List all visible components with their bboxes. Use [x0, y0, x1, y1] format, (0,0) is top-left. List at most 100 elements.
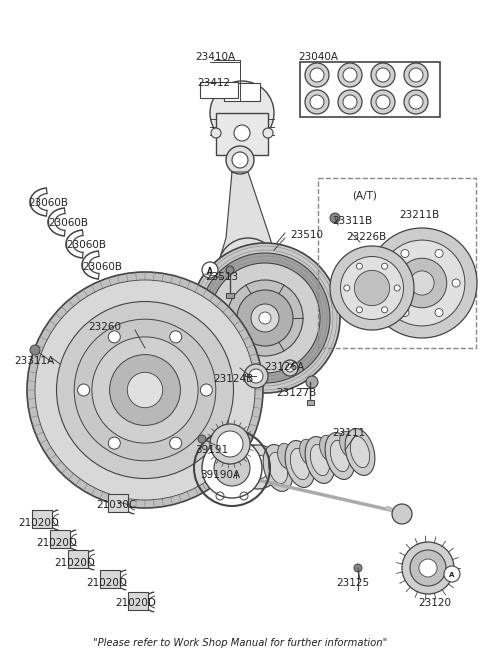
Text: A: A	[449, 572, 455, 578]
Circle shape	[232, 152, 248, 168]
Bar	[224, 83, 260, 101]
Text: 23510: 23510	[290, 230, 323, 240]
Circle shape	[401, 250, 409, 257]
Text: 21020D: 21020D	[115, 598, 156, 608]
Circle shape	[404, 90, 428, 114]
Text: 23211B: 23211B	[399, 210, 439, 220]
Circle shape	[202, 262, 218, 278]
Circle shape	[214, 450, 250, 486]
Circle shape	[379, 240, 465, 326]
Text: 23127B: 23127B	[276, 388, 316, 398]
Circle shape	[200, 253, 330, 383]
Text: 23060B: 23060B	[48, 218, 88, 228]
Text: 23125: 23125	[336, 578, 369, 588]
Circle shape	[226, 146, 254, 174]
Text: 39190A: 39190A	[200, 470, 240, 480]
Text: 23412: 23412	[197, 78, 230, 88]
Circle shape	[246, 455, 270, 479]
Circle shape	[435, 250, 443, 257]
Circle shape	[338, 90, 362, 114]
Ellipse shape	[330, 440, 349, 472]
Ellipse shape	[350, 436, 370, 468]
Circle shape	[401, 309, 409, 316]
Text: 23060B: 23060B	[82, 262, 122, 272]
Circle shape	[74, 319, 216, 461]
Circle shape	[234, 125, 250, 141]
Text: 21020D: 21020D	[86, 578, 127, 588]
Circle shape	[198, 435, 206, 443]
Text: 21030C: 21030C	[96, 500, 136, 510]
Circle shape	[210, 81, 274, 145]
Circle shape	[251, 304, 279, 332]
Circle shape	[190, 243, 340, 393]
Circle shape	[404, 63, 428, 87]
Circle shape	[305, 63, 329, 87]
Circle shape	[410, 271, 434, 295]
Circle shape	[344, 285, 350, 291]
Text: 23120: 23120	[418, 598, 451, 608]
Ellipse shape	[345, 428, 375, 476]
Circle shape	[338, 63, 362, 87]
Circle shape	[354, 564, 362, 572]
Bar	[108, 494, 128, 512]
Circle shape	[226, 266, 234, 274]
Circle shape	[249, 369, 263, 383]
Circle shape	[343, 95, 357, 109]
Text: 23124B: 23124B	[213, 374, 253, 384]
Circle shape	[108, 331, 120, 343]
Text: 21020D: 21020D	[18, 518, 59, 528]
Bar	[200, 82, 238, 98]
Text: 21020D: 21020D	[36, 538, 77, 548]
Circle shape	[356, 263, 362, 269]
Bar	[216, 113, 268, 155]
Circle shape	[210, 263, 320, 373]
Circle shape	[200, 384, 212, 396]
Circle shape	[30, 345, 40, 355]
Text: 23226B: 23226B	[346, 232, 386, 242]
Circle shape	[392, 504, 412, 524]
Text: 23040A: 23040A	[298, 52, 338, 62]
Circle shape	[310, 68, 324, 82]
Text: 23410A: 23410A	[195, 52, 235, 62]
Bar	[307, 400, 314, 405]
Text: 21020D: 21020D	[54, 558, 95, 568]
Ellipse shape	[268, 453, 288, 483]
Circle shape	[343, 68, 357, 82]
Text: 23513: 23513	[205, 272, 238, 282]
Circle shape	[367, 228, 477, 338]
Ellipse shape	[300, 440, 316, 465]
Bar	[318, 178, 476, 348]
Circle shape	[376, 68, 390, 82]
Circle shape	[286, 364, 294, 372]
Circle shape	[340, 257, 404, 320]
Bar	[68, 550, 88, 568]
Ellipse shape	[263, 445, 293, 491]
Circle shape	[410, 550, 446, 586]
Ellipse shape	[290, 449, 310, 479]
Circle shape	[310, 95, 324, 109]
Text: 23111: 23111	[332, 428, 365, 438]
Text: 23311A: 23311A	[14, 356, 54, 366]
Circle shape	[409, 95, 423, 109]
Ellipse shape	[305, 436, 335, 483]
Circle shape	[356, 307, 362, 313]
Text: 23126A: 23126A	[264, 362, 304, 372]
Circle shape	[397, 258, 447, 308]
Circle shape	[382, 263, 387, 269]
Ellipse shape	[325, 432, 355, 479]
Circle shape	[202, 438, 262, 498]
Ellipse shape	[320, 436, 336, 460]
Circle shape	[217, 431, 243, 457]
Bar	[300, 62, 440, 117]
Circle shape	[57, 301, 233, 479]
Circle shape	[226, 282, 234, 290]
Circle shape	[382, 307, 388, 313]
Circle shape	[419, 559, 437, 577]
Circle shape	[354, 271, 390, 306]
Ellipse shape	[285, 441, 315, 487]
Circle shape	[394, 285, 400, 291]
Circle shape	[444, 566, 460, 582]
Circle shape	[452, 279, 460, 287]
Circle shape	[218, 238, 278, 298]
Circle shape	[108, 437, 120, 449]
